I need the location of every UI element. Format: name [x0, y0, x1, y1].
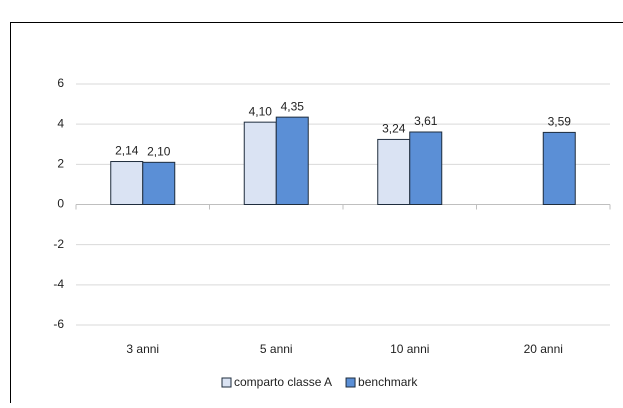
- legend-swatch: [222, 378, 231, 387]
- y-tick-label: 0: [57, 197, 64, 211]
- bar: [244, 122, 276, 204]
- x-tick-label: 10 anni: [390, 342, 429, 356]
- bar: [276, 117, 308, 204]
- x-tick-label: 3 anni: [126, 342, 159, 356]
- legend-swatch: [346, 378, 355, 387]
- legend-label: benchmark: [358, 375, 418, 389]
- bar: [378, 139, 410, 204]
- bar: [543, 132, 575, 204]
- y-tick-label: -6: [53, 317, 64, 331]
- value-label: 4,10: [249, 104, 273, 118]
- y-tick-label: -4: [53, 277, 64, 291]
- legend-label: comparto classe A: [234, 375, 332, 389]
- bar: [111, 162, 143, 205]
- bar: [143, 162, 175, 204]
- y-tick-label: 2: [57, 157, 64, 171]
- value-label: 2,10: [147, 144, 171, 158]
- bar: [410, 132, 442, 205]
- value-label: 4,35: [281, 99, 305, 113]
- value-label: 3,59: [548, 115, 572, 129]
- y-tick-label: 6: [57, 76, 64, 90]
- y-tick-label: -2: [53, 237, 64, 251]
- x-tick-label: 5 anni: [260, 342, 293, 356]
- value-label: 3,61: [414, 114, 438, 128]
- x-tick-label: 20 anni: [524, 342, 563, 356]
- value-label: 2,14: [115, 144, 139, 158]
- value-label: 3,24: [382, 122, 406, 136]
- y-tick-label: 4: [57, 116, 64, 130]
